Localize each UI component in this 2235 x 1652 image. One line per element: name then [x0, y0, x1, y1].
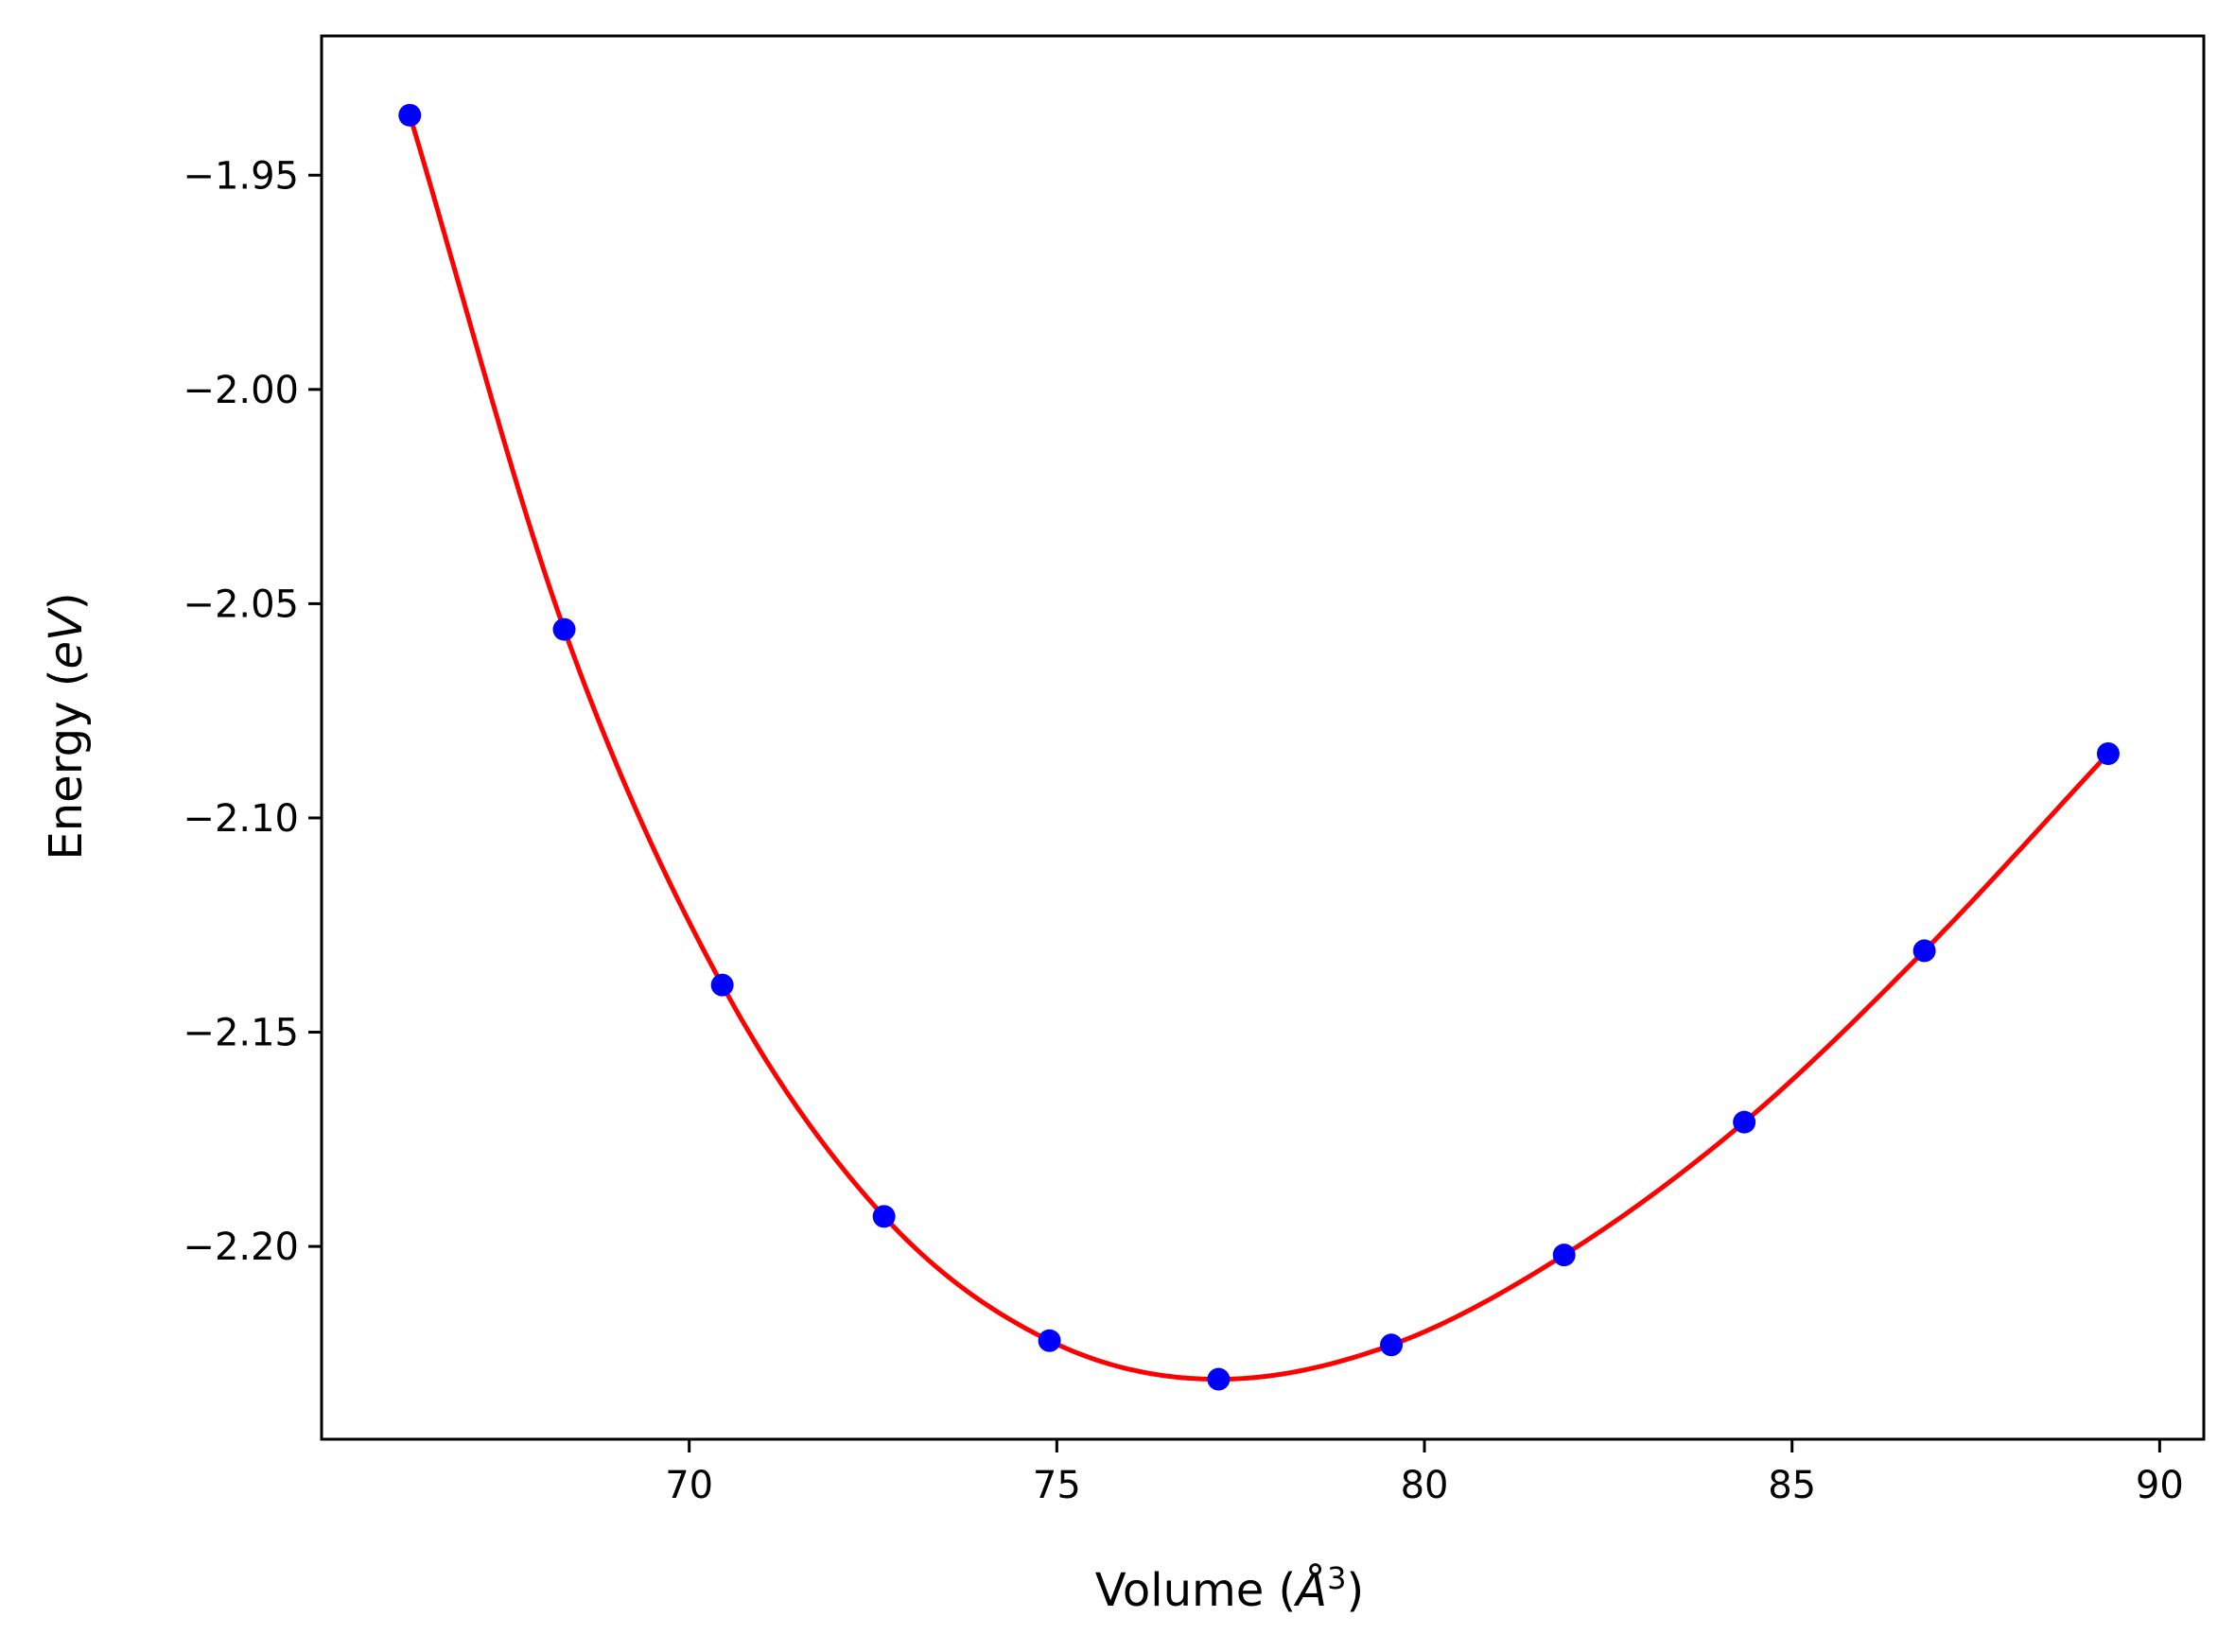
plot-frame [320, 34, 2206, 1441]
y-tick-label: −2.15 [183, 1012, 299, 1055]
data-point [1380, 1333, 1404, 1357]
x-tick-label: 80 [1401, 1464, 1449, 1507]
x-tick-label: 85 [1768, 1464, 1816, 1507]
y-tick-label: −2.20 [183, 1226, 299, 1269]
data-point [872, 1205, 896, 1228]
data-points-layer [398, 103, 2120, 1391]
data-point [1552, 1243, 1576, 1267]
y-tick-label: −2.10 [183, 797, 299, 841]
data-point [710, 973, 734, 997]
y-tick-label: −1.95 [183, 154, 299, 198]
x-tick-label: 75 [1033, 1464, 1081, 1507]
x-axis-label: Volume (Å3) [1095, 1560, 1364, 1617]
data-point [1733, 1110, 1756, 1134]
data-point [398, 103, 422, 127]
data-point [552, 617, 576, 641]
y-axis-ticks: −1.95 −2.00 −2.05 −2.10 −2.15 −2.20 [183, 154, 322, 1269]
data-point [1207, 1367, 1231, 1391]
data-point [1038, 1329, 1061, 1352]
x-tick-label: 90 [2136, 1464, 2184, 1507]
data-point [2096, 741, 2120, 765]
x-axis-ticks: 70 75 80 85 90 [665, 1439, 2184, 1507]
x-tick-label: 70 [665, 1464, 713, 1507]
y-tick-label: −2.05 [183, 583, 299, 626]
y-tick-label: −2.00 [183, 369, 299, 412]
y-axis-label: Energy (eV) [40, 592, 93, 860]
data-point [1912, 939, 1936, 963]
